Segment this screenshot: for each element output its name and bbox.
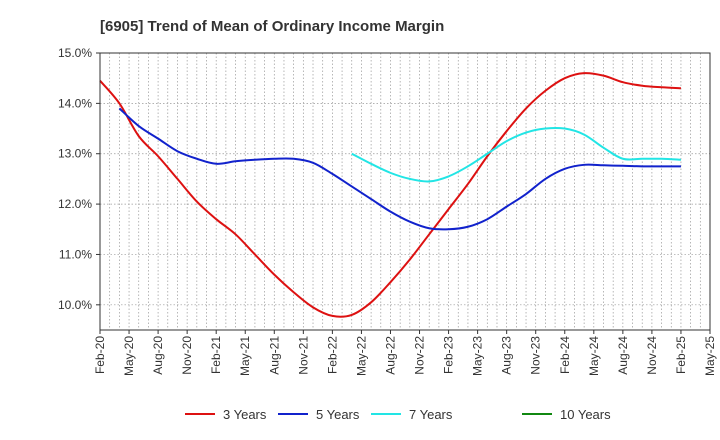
y-tick-label: 11.0% xyxy=(59,247,92,261)
legend-label-1: 3 Years xyxy=(223,407,267,422)
y-axis: 10.0% 11.0% 12.0% 13.0% 14.0% 15.0% xyxy=(58,46,100,312)
y-tick-label: 10.0% xyxy=(58,298,92,312)
y-tick-label: 14.0% xyxy=(58,96,92,110)
legend-label-3: 7 Years xyxy=(409,407,453,422)
x-tick-label: Feb-23 xyxy=(442,336,456,374)
x-tick-label: Feb-21 xyxy=(209,336,223,374)
y-tick-label: 15.0% xyxy=(58,46,92,60)
legend-label-2: 5 Years xyxy=(316,407,360,422)
x-tick-label: Nov-21 xyxy=(296,336,310,375)
plot-area xyxy=(100,53,710,330)
x-tick-label: May-24 xyxy=(587,336,601,376)
x-tick-label: Aug-23 xyxy=(500,336,514,375)
legend-label-4: 10 Years xyxy=(560,407,611,422)
x-tick-label: Nov-22 xyxy=(413,336,427,375)
y-tick-label: 12.0% xyxy=(58,197,92,211)
series-line-3 xyxy=(351,126,682,183)
x-tick-label: Aug-21 xyxy=(267,336,281,375)
x-tick-label: May-21 xyxy=(238,336,252,376)
x-tick-label: Aug-20 xyxy=(151,336,165,375)
y-tick-label: 13.0% xyxy=(58,147,92,161)
x-tick-label: May-25 xyxy=(703,336,717,376)
x-tick-label: May-23 xyxy=(471,336,485,376)
x-tick-label: Aug-24 xyxy=(616,336,630,375)
x-tick-label: May-20 xyxy=(122,336,136,376)
x-axis: Feb-20 May-20 Aug-20 Nov-20 Feb-21 May-21 Aug-… xyxy=(93,330,717,376)
x-tick-label: Feb-22 xyxy=(325,336,339,374)
x-tick-label: Nov-24 xyxy=(645,336,659,375)
x-tick-label: May-22 xyxy=(354,336,368,376)
x-tick-label: Feb-25 xyxy=(674,336,688,374)
series-line-2 xyxy=(118,107,681,231)
plot-border xyxy=(99,52,711,331)
x-tick-label: Nov-23 xyxy=(529,336,543,375)
x-tick-label: Aug-22 xyxy=(383,336,397,375)
x-tick-label: Feb-20 xyxy=(93,336,107,374)
series-line-1 xyxy=(99,72,681,318)
legend: 3 Years 5 Years 7 Years 10 Years xyxy=(185,407,611,422)
chart-title: [6905] Trend of Mean of Ordinary Income … xyxy=(100,18,444,35)
series-layer xyxy=(99,72,682,318)
x-tick-label: Nov-20 xyxy=(180,336,194,375)
grid xyxy=(100,52,710,330)
x-tick-label: Feb-24 xyxy=(558,336,572,374)
